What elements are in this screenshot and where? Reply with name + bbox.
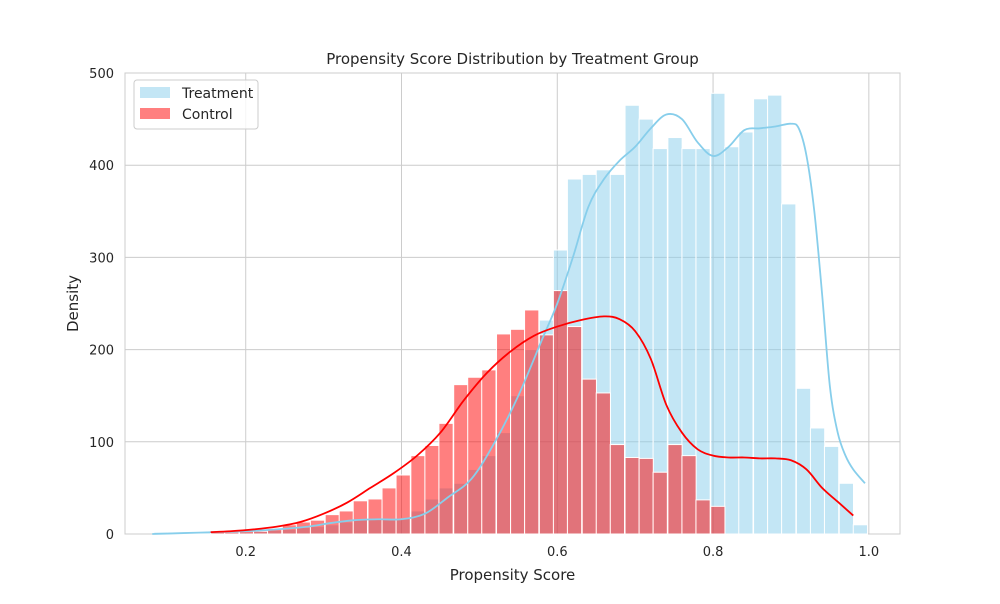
control-bar [424, 444, 440, 535]
x-tick-label: 1.0 [859, 545, 880, 560]
control-bar [453, 384, 469, 535]
treatment-kde-line [152, 113, 866, 535]
control-bar [624, 456, 640, 535]
treatment-bar [823, 445, 840, 535]
control-bar [352, 500, 368, 535]
y-tick-label: 500 [89, 67, 114, 82]
control-bar [367, 498, 383, 535]
legend-swatch-control [140, 108, 170, 119]
legend-swatch-treatment [140, 87, 170, 98]
legend-label-control: Control [182, 107, 233, 123]
control-bar [538, 334, 555, 535]
treatment-series [153, 92, 869, 535]
y-tick-label: 400 [89, 159, 114, 174]
treatment-bar [695, 148, 711, 535]
x-tick-label: 0.8 [703, 545, 724, 560]
x-tick-label: 0.6 [547, 545, 568, 560]
control-bar [595, 392, 611, 535]
x-tick-label: 0.4 [391, 545, 412, 560]
kde-curves [152, 113, 866, 535]
control-bar [381, 487, 397, 535]
control-bar [395, 474, 411, 535]
control-bar [638, 457, 654, 535]
y-tick-label: 200 [89, 344, 114, 359]
y-axis-label: Density [64, 275, 82, 332]
treatment-bar [809, 427, 826, 535]
treatment-bar [724, 146, 740, 535]
treatment-bar [767, 94, 783, 535]
control-bar [410, 455, 426, 535]
legend-label-treatment: Treatment [181, 86, 254, 102]
x-tick-label: 0.2 [235, 545, 256, 560]
control-bar [609, 444, 626, 535]
treatment-bar [852, 524, 869, 535]
control-bar [581, 378, 597, 535]
chart-title: Propensity Score Distribution by Treatme… [326, 50, 699, 68]
x-axis-label: Propensity Score [450, 566, 576, 584]
control-bar [524, 309, 540, 535]
treatment-bar [710, 92, 726, 535]
legend: Treatment Control [133, 79, 259, 130]
y-tick-label: 0 [106, 528, 114, 543]
control-bar [438, 422, 454, 535]
control-bar [510, 328, 526, 535]
y-tick-label: 100 [89, 436, 114, 451]
control-bar [253, 530, 269, 535]
treatment-bar [795, 387, 812, 535]
control-kde-line [210, 315, 854, 534]
treatment-bar [781, 203, 797, 535]
control-bar [695, 499, 711, 535]
control-bar [710, 505, 726, 535]
control-bar [652, 471, 668, 535]
y-tick-label: 300 [89, 251, 114, 266]
axes: 0.2 0.4 0.6 0.8 1.0 0 100 200 300 400 500 [89, 67, 879, 560]
control-bar [467, 376, 483, 535]
control-bar [309, 519, 326, 535]
treatment-bar [753, 98, 769, 535]
treatment-bar [738, 131, 754, 535]
control-bar [566, 326, 583, 535]
control-bar [681, 455, 697, 535]
control-bar [667, 444, 683, 535]
